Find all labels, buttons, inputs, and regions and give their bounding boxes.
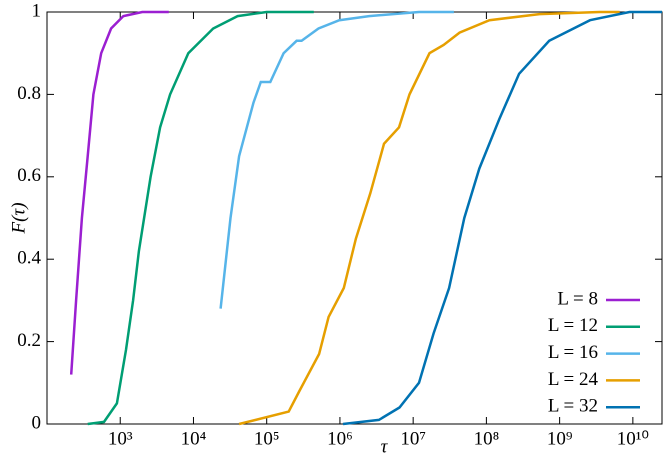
x-tick-label: 10⁷ xyxy=(400,428,426,449)
y-tick-label: 0.2 xyxy=(17,330,41,351)
x-tick-label: 10⁶ xyxy=(327,428,353,449)
y-tick-label: 0.4 xyxy=(17,248,41,269)
y-axis-label: F(τ) xyxy=(8,202,29,234)
legend-label: L = 32 xyxy=(548,396,598,417)
x-tick-label: 10⁴ xyxy=(181,428,207,449)
series-line xyxy=(238,10,620,426)
legend-label: L = 8 xyxy=(557,288,598,309)
y-tick-label: 0.8 xyxy=(17,83,41,104)
series-line xyxy=(87,10,314,426)
x-tick-label: 10⁹ xyxy=(547,428,573,449)
series-line xyxy=(342,10,662,426)
y-tick-label: 0.6 xyxy=(17,165,41,186)
series-line xyxy=(219,10,454,309)
x-tick-label: 10³ xyxy=(108,428,133,449)
x-tick-label: 10⁵ xyxy=(254,428,280,449)
legend-label: L = 24 xyxy=(548,369,599,390)
legend-label: L = 16 xyxy=(548,342,598,363)
y-tick-label: 1 xyxy=(32,0,42,21)
plot-frame xyxy=(46,11,663,425)
legend-label: L = 12 xyxy=(548,315,598,336)
x-tick-label: 10⁸ xyxy=(474,428,500,449)
y-tick-label: 0 xyxy=(32,412,42,433)
x-tick-label: 10¹⁰ xyxy=(617,428,649,449)
x-axis-label: τ xyxy=(381,436,389,457)
series-line xyxy=(69,10,169,375)
